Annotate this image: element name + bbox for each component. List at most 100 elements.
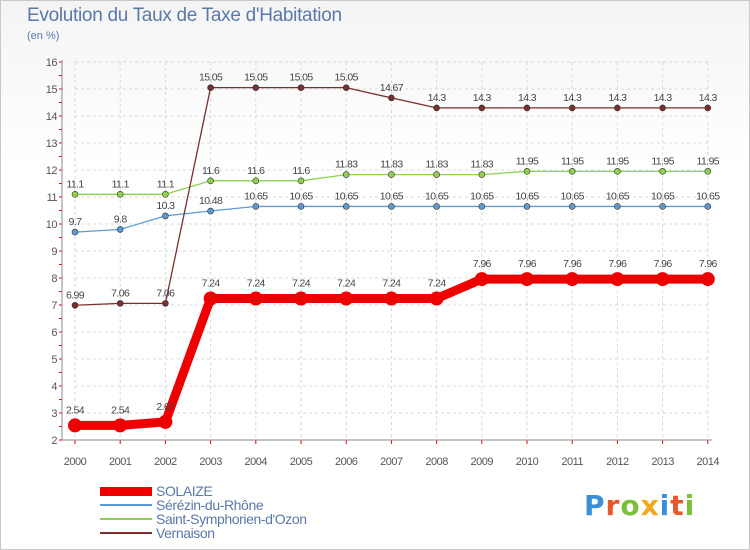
data-label: 7.06 — [156, 287, 175, 299]
data-label: 14.3 — [428, 92, 447, 104]
data-point — [297, 84, 305, 91]
logo-letter: i — [659, 489, 671, 522]
data-label: 10.48 — [199, 195, 223, 207]
data-point — [162, 191, 169, 198]
x-tick-label: 2010 — [516, 456, 539, 468]
data-point — [614, 104, 621, 112]
logo-letter: t — [670, 489, 685, 522]
y-tick-label: 2 — [51, 435, 57, 447]
data-label: 7.96 — [563, 258, 582, 270]
data-label: 7.96 — [608, 258, 627, 270]
data-label: 7.24 — [337, 278, 356, 290]
data-point — [433, 171, 440, 178]
data-point — [568, 203, 576, 210]
data-point — [384, 291, 399, 306]
proxiti-logo: Proxiti — [584, 489, 695, 522]
y-tick-label: 13 — [46, 138, 58, 150]
data-point — [523, 104, 531, 112]
y-tick-label: 7 — [51, 300, 57, 312]
data-label: 10.65 — [380, 190, 404, 202]
data-point — [113, 418, 128, 433]
data-point — [162, 212, 169, 220]
x-tick-label: 2006 — [335, 456, 358, 468]
y-tick-label: 15 — [46, 84, 58, 96]
legend-swatch — [100, 504, 152, 506]
data-point — [162, 300, 169, 307]
x-tick-label: 2007 — [380, 456, 403, 468]
legend-swatch — [100, 486, 152, 496]
data-label: 2.54 — [66, 404, 85, 416]
data-point — [700, 272, 715, 287]
y-tick-label: 16 — [46, 57, 58, 69]
data-label: 11.6 — [247, 165, 265, 177]
data-point — [520, 272, 534, 287]
data-point — [433, 203, 440, 210]
data-point — [388, 94, 395, 102]
data-point — [252, 177, 260, 185]
data-point — [203, 291, 218, 306]
data-label: 14.3 — [654, 92, 673, 104]
data-point — [207, 207, 214, 215]
logo-letter: x — [640, 489, 660, 522]
data-label: 11.83 — [471, 159, 494, 171]
data-point — [252, 84, 260, 91]
data-label: 11.83 — [335, 159, 358, 171]
data-label: 15.05 — [244, 72, 268, 84]
data-label: 10.65 — [696, 190, 720, 202]
legend-item: Saint-Symphorien-d'Ozon — [100, 511, 307, 527]
x-tick-label: 2008 — [425, 456, 448, 468]
data-point — [297, 177, 305, 185]
data-point — [704, 104, 712, 112]
logo-letter: P — [584, 489, 606, 522]
data-label: 14.3 — [473, 92, 492, 104]
y-tick-label: 11 — [47, 192, 58, 204]
data-label: 7.24 — [247, 278, 266, 290]
data-label: 10.65 — [289, 190, 313, 202]
data-label: 11.95 — [651, 155, 674, 167]
x-tick-label: 2013 — [651, 456, 674, 468]
data-point — [704, 168, 712, 175]
data-label: 10.65 — [244, 190, 268, 202]
data-point — [116, 300, 124, 307]
data-point — [614, 168, 621, 175]
data-point — [252, 203, 260, 210]
x-tick-label: 2004 — [245, 456, 268, 468]
data-point — [388, 171, 395, 178]
data-label: 15.05 — [199, 72, 223, 84]
data-label: 15.05 — [335, 72, 359, 84]
data-label: 10.65 — [470, 190, 494, 202]
data-point — [116, 191, 124, 198]
data-point — [474, 272, 489, 287]
data-point — [207, 84, 214, 91]
data-label: 9.8 — [114, 213, 128, 225]
data-label: 7.96 — [518, 258, 537, 270]
data-label: 10.65 — [561, 190, 585, 202]
legend-label: Vernaison — [156, 525, 215, 541]
data-label: 14.3 — [699, 92, 718, 104]
y-tick-label: 9 — [51, 246, 57, 258]
data-label: 7.24 — [292, 278, 311, 290]
data-label: 10.65 — [425, 190, 449, 202]
data-point — [248, 291, 263, 306]
data-label: 11.83 — [380, 159, 403, 171]
y-tick-label: 3 — [51, 408, 57, 420]
x-tick-label: 2002 — [154, 456, 177, 468]
legend-item: Sérézin-du-Rhône — [100, 497, 307, 513]
legend-label: SOLAIZE — [156, 483, 213, 499]
y-tick-label: 14 — [46, 111, 58, 123]
data-point — [655, 272, 670, 287]
data-label: 15.05 — [289, 72, 313, 84]
x-tick-label: 2014 — [697, 456, 720, 468]
data-point — [294, 291, 308, 306]
chart-subtitle: (en %) — [27, 30, 60, 42]
data-label: 11.6 — [292, 165, 310, 177]
x-tick-label: 2001 — [109, 456, 132, 468]
y-tick-label: 10 — [46, 219, 58, 231]
data-point — [568, 104, 576, 112]
data-point — [388, 203, 395, 210]
data-point — [207, 177, 214, 185]
x-tick-label: 2012 — [606, 456, 629, 468]
data-point — [478, 171, 486, 178]
x-tick-label: 2005 — [290, 456, 313, 468]
